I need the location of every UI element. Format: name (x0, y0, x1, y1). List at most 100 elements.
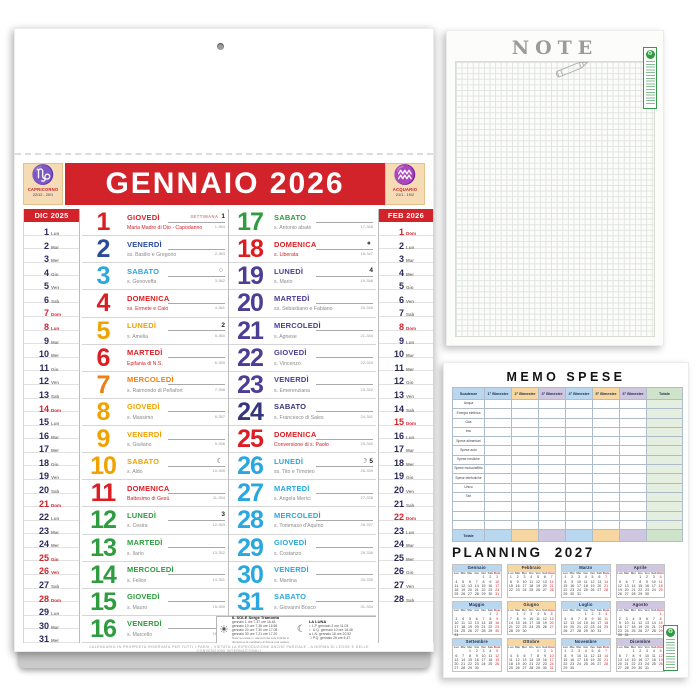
eco-leaf-icon: ♻ (645, 50, 655, 59)
mini-dow-label: Ven (480, 607, 487, 612)
mini-month: Settembre Lun Mar Mer Gio Ven Sab Dom 1 2 3 4 5 6 7 8 9 1… (452, 638, 502, 672)
memo-header-cell: Totale (646, 387, 683, 400)
mini-month-day: 12 (590, 579, 595, 584)
mini-month-day: 3 (598, 612, 601, 617)
mini-month-day: 10 (549, 653, 554, 658)
day-right-area: 28-337 (316, 511, 373, 527)
mini-month-day: 3 (496, 575, 499, 580)
mini-dow-label: Mer (630, 644, 637, 649)
mini-month-day: 10 (597, 616, 602, 621)
week-moon-area (316, 430, 373, 438)
calendar-day-row: 21 MERCOLEDÌ s. Agnese 21-344 (229, 317, 376, 345)
calendar-day-row: 18 DOMENICA s. Liberata ● 18-347 (229, 236, 376, 264)
mini-month-day: 26 (461, 592, 466, 597)
mini-dow-label: Mar (569, 570, 575, 575)
mini-month-day: 29 (467, 666, 472, 671)
mini-day-row: 3 Mer (24, 249, 79, 264)
weekday-name: MARTEDÌ (274, 293, 310, 303)
mini-month-dow-header: Lun Mar Mer Gio Ven Sab Dom (562, 570, 610, 576)
mini-day-name: Dom (406, 421, 416, 427)
mini-dow-label: Sab (651, 644, 657, 649)
mini-month-day: 20 (597, 657, 602, 662)
mini-month-day: 12 (467, 620, 472, 625)
mini-dow-label: Mar (515, 607, 521, 612)
mini-dow-label: Ven (480, 644, 487, 649)
memo-cell (538, 510, 566, 521)
mini-month-day: 28 (624, 666, 629, 671)
mini-day-name: Mar (51, 339, 60, 345)
mini-dow-label: Ven (644, 607, 650, 612)
memo-cell (484, 473, 512, 484)
mini-dow-label: Dom (493, 570, 501, 575)
memo-row: Spese auto (452, 445, 683, 456)
calendar-day-row: 14 MERCOLEDÌ s. Felice 14-351 (82, 561, 228, 589)
moon-row: ☽ P.Q. gennaio 26 ore 5.47 (308, 636, 351, 641)
mini-month-day: 12 (590, 653, 595, 658)
mini-month-day: 28 (461, 666, 466, 671)
memo-total-cell (619, 529, 647, 543)
mini-month-day: 8 (468, 653, 471, 658)
memo-header-cell: 6° Bimestre (619, 387, 647, 400)
mini-month-day: 31 (495, 592, 500, 597)
mini-month-day: 21 (576, 624, 581, 629)
mini-month-day: 11 (454, 583, 459, 588)
day-number: 15 (90, 587, 117, 616)
mini-month-day: 27 (617, 666, 622, 671)
mini-month-day: 21 (508, 624, 513, 629)
day-of-year: 10-355 (212, 468, 225, 474)
mini-day-number: 6 (398, 294, 404, 305)
mini-dow-label: Gio (583, 644, 589, 649)
memo-cell (592, 417, 620, 428)
day-right-area: 3 12-353 (168, 511, 225, 527)
mini-month-day: 8 (537, 653, 540, 658)
calendar-day-row: 9 VENERDÌ s. Giuliano 9-356 (82, 425, 228, 454)
mini-dow-label: Lun (617, 644, 623, 649)
mini-month-day: 20 (474, 624, 479, 629)
mini-day-row: 21 Sab (379, 494, 433, 509)
mini-month-day: 24 (481, 661, 486, 666)
mini-month-day: 1 (659, 612, 662, 617)
mini-month-day: 16 (495, 620, 500, 625)
writing-line (316, 438, 373, 440)
memo-header-row: Scadenze 1° Bimestre 2° Bimestre 3° Bimestr… (452, 387, 683, 400)
mini-month: Ottobre Lun Mar Mer Gio Ven Sab Dom 1 2 3 4 5 6 7 8 9 10 1… (506, 638, 556, 672)
mini-month-week: 11 12 13 14 15 16 17 (453, 584, 501, 588)
memo-cell (565, 464, 593, 475)
memo-cell (565, 473, 593, 484)
calendar-day-row: 19 LUNEDÌ s. Mario 4 19-346 (229, 263, 376, 291)
mini-dow-label: Dom (548, 607, 555, 612)
mini-month-day: 11 (583, 653, 588, 658)
mini-day-name: Gio (406, 285, 414, 291)
mini-month-dow-header: Lun Mar Mer Gio Ven Sab Dom (453, 644, 501, 650)
mini-month-day: 30 (474, 666, 479, 671)
memo-spese-table: Scadenze 1° Bimestre 2° Bimestre 3° Bimestr… (452, 387, 683, 543)
mini-day-name: Mar (406, 353, 415, 359)
calendar-day-row: 30 VENERDÌ s. Martina 30-335 (229, 561, 376, 589)
mini-day-row: 4 Gio (24, 263, 79, 278)
week-word-label: SETTIMANA (190, 214, 219, 219)
memo-row-label (452, 519, 485, 531)
mini-month-name: Febbraio (507, 565, 555, 572)
mini-month-day: 6 (543, 575, 546, 580)
memo-cell (484, 454, 512, 466)
memo-cell (592, 445, 620, 456)
days-column-17-31: 17 SABATO s. Antonio abate 17-348 18 DOMENICA… (229, 208, 376, 643)
mini-day-row: 22 Dom (379, 507, 433, 522)
mini-month-day (603, 666, 610, 670)
mini-month-day: 13 (542, 579, 547, 584)
mini-month-day: 25 (583, 661, 588, 666)
mini-month-day (473, 633, 480, 637)
memo-row: Spese mediche (452, 454, 683, 466)
day-number: 1 (96, 208, 111, 236)
day-of-year: 17-348 (360, 224, 373, 229)
mini-month-day: 22 (631, 661, 636, 666)
mini-dow-label: Mar (515, 644, 521, 649)
mini-month-day: 26 (515, 666, 520, 671)
day-number: 25 (237, 425, 264, 453)
mini-day-number: 28 (38, 593, 49, 604)
mini-month-day: 29 (536, 666, 541, 671)
mini-day-number: 19 (393, 471, 404, 482)
weekday-name: GIOVEDÌ (127, 592, 160, 602)
memo-row-label: Gas (452, 417, 485, 428)
calendar-day-row: 15 GIOVEDÌ s. Mauro 15-350 (82, 587, 228, 616)
